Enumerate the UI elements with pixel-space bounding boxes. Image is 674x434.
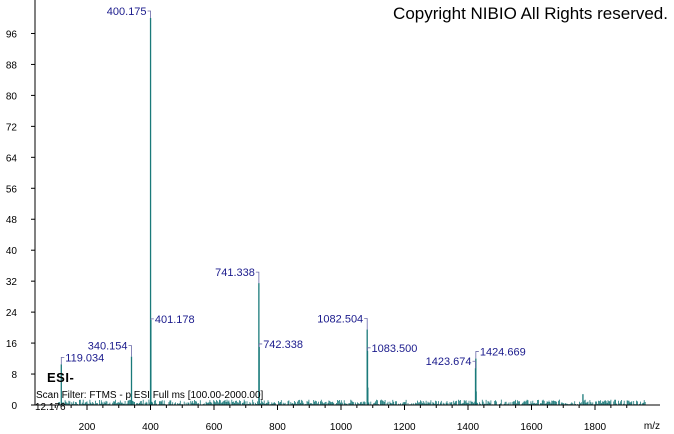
x-tick-label: 1600 xyxy=(520,422,543,433)
peak-leader xyxy=(255,271,260,284)
copyright-watermark: Copyright NIBIO All Rights reserved. xyxy=(393,4,668,23)
peak-label: 1082.504 xyxy=(317,314,363,326)
x-tick-label: 1000 xyxy=(330,422,353,433)
y-tick-label: 72 xyxy=(6,122,18,133)
peak-leader xyxy=(60,356,65,365)
min-mz-label: 12.176 xyxy=(35,402,66,413)
ion-mode-label: ESI- xyxy=(47,370,75,385)
axes xyxy=(34,0,660,406)
y-tick-label: 64 xyxy=(6,153,18,164)
peak-leader xyxy=(128,345,132,357)
peak-leader xyxy=(472,360,476,369)
y-tick-label: 24 xyxy=(6,308,18,319)
peak-label: 742.338 xyxy=(263,339,303,351)
y-tick-label: 0 xyxy=(11,401,17,412)
x-axis-ticks: 200 400 600 800 1000 1200 1400 1600 1800 xyxy=(54,405,628,433)
y-tick-label: 48 xyxy=(6,215,18,226)
x-tick-label: 1200 xyxy=(393,422,416,433)
peak-leader xyxy=(367,347,371,351)
y-tick-label: 32 xyxy=(6,277,18,288)
peak-label: 1423.674 xyxy=(426,356,472,368)
peak-leader xyxy=(150,318,154,320)
y-tick-label: 40 xyxy=(6,246,18,257)
y-tick-label: 80 xyxy=(6,91,18,102)
x-tick-label: 200 xyxy=(79,422,96,433)
peak-label: 401.178 xyxy=(155,314,195,326)
x-axis-label: m/z xyxy=(643,421,660,432)
x-tick-label: 1400 xyxy=(457,422,480,433)
peak-leader xyxy=(147,10,151,18)
peak-leader xyxy=(258,343,263,347)
y-axis-ticks: 0 8 16 24 32 40 48 56 64 72 80 88 96 xyxy=(6,29,35,412)
peak-label: 741.338 xyxy=(215,267,255,279)
y-tick-label: 8 xyxy=(11,370,17,381)
peak-leader xyxy=(475,351,479,359)
peak-label: 340.154 xyxy=(88,341,128,353)
x-tick-label: 800 xyxy=(269,422,286,433)
x-tick-label: 1800 xyxy=(584,422,607,433)
peak-leader xyxy=(364,318,368,330)
y-tick-label: 56 xyxy=(6,184,18,195)
y-tick-label: 96 xyxy=(6,29,18,40)
y-tick-label: 88 xyxy=(6,60,18,71)
y-tick-label: 16 xyxy=(6,339,18,350)
x-tick-label: 400 xyxy=(142,422,159,433)
x-tick-label: 600 xyxy=(206,422,223,433)
scan-filter-text: Scan Filter: FTMS - p ESI Full ms [100.0… xyxy=(36,390,264,401)
peak-label: 1424.669 xyxy=(480,347,526,359)
peak-label: 119.034 xyxy=(65,352,104,364)
peak-label: 400.175 xyxy=(107,6,147,18)
peak-label: 1083.500 xyxy=(372,343,418,355)
